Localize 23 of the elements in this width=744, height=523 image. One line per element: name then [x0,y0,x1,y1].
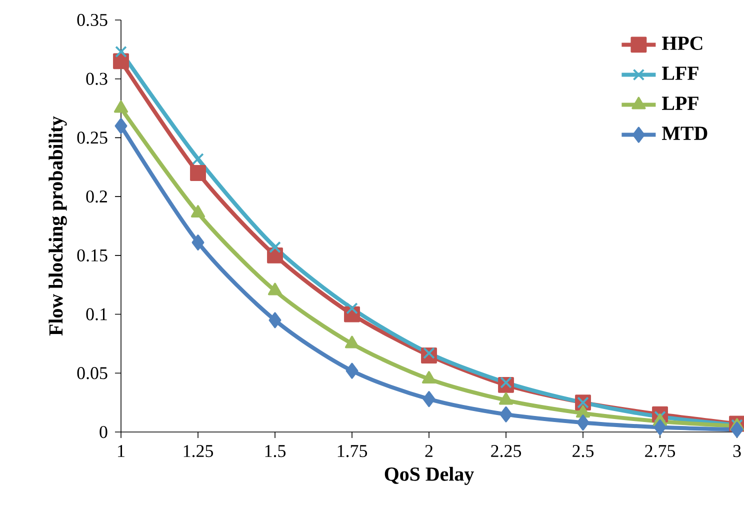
x-tick-label: 2 [425,445,432,457]
y-tick-label: 0.35 [77,14,108,26]
x-tick-label: 1.75 [338,445,368,458]
y-tick-label: 0.25 [77,132,108,144]
x-tick-label: 2.75 [645,445,676,458]
x-tick-label: 3 [733,445,741,458]
x-tick-label: 1.5 [265,445,286,458]
legend-label: LPF [662,96,698,110]
y-tick-label: 0.15 [77,249,108,262]
x-tick-label: 1 [118,445,124,457]
legend-label: LFF [662,66,698,80]
x-tick-label: 2.5 [572,445,594,458]
x-tick-label: 2.25 [491,445,522,458]
y-tick-label: 0.1 [86,308,107,320]
y-axis-title: Flow blocking probability [48,116,67,336]
legend-label: HPC [662,36,702,50]
y-tick-label: 0.2 [86,190,107,203]
y-tick-label: 0.3 [86,72,108,85]
y-tick-label: 0 [100,426,108,438]
x-axis-title: QoS Delay [384,466,474,485]
x-tick-label: 1.25 [184,445,214,458]
y-tick-label: 0.05 [77,367,108,380]
legend-label: MTD [662,126,708,140]
